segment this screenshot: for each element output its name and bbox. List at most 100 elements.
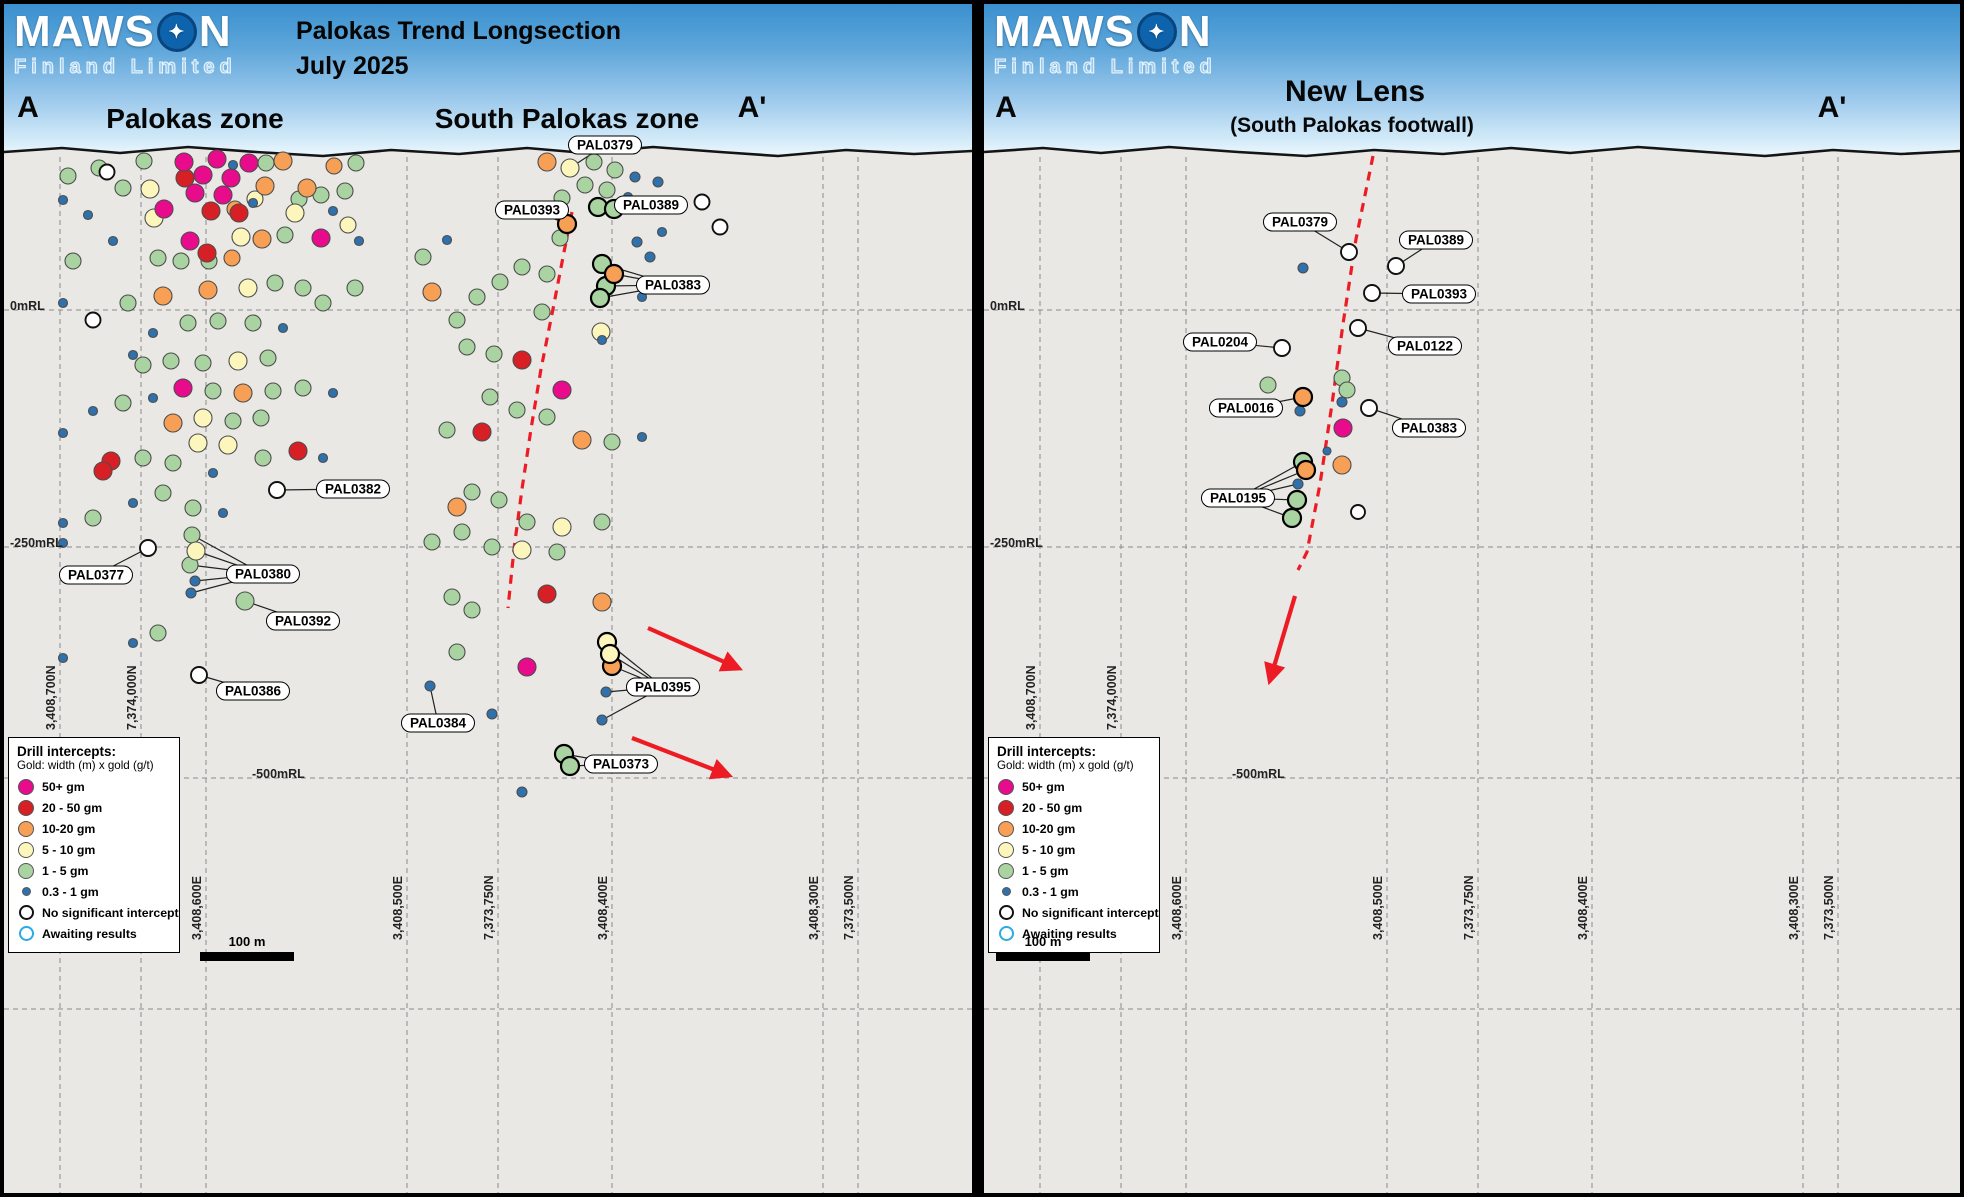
drill-intercept-g5 [512,540,532,560]
legend-item-label: 1 - 5 gm [42,863,89,878]
logo-text-end: N [1178,7,1212,56]
drill-intercept-g1 [490,491,508,509]
drill-intercept-g1 [209,312,227,330]
drill-intercept-g1 [533,303,551,321]
drill-intercept-g50 [173,378,193,398]
legend-item: 10-20 gm [997,818,1154,839]
drill-intercept-g5 [560,158,580,178]
legend-item-label: No significant intercept [42,905,179,920]
legend-item: No significant intercept [997,902,1159,923]
drill-intercept-g1 [135,152,153,170]
drill-intercept-g03 [441,234,453,246]
drill-intercept-nsi [1387,257,1405,275]
drill-intercept-g1 [538,265,556,283]
drill-intercept-g10 [233,383,253,403]
drill-intercept-g1 [164,454,182,472]
drill-intercept-g20 [512,350,532,370]
legend-item: Awaiting results [997,923,1154,944]
elevation-label: 0mRL [10,299,45,313]
coordinate-label: 3,408,600E [190,876,204,940]
figure-title: Palokas Trend Longsection July 2025 [296,14,621,84]
drillhole-label: PAL0377 [58,565,134,585]
drill-intercept-g1 [538,408,556,426]
zone-label: A [17,91,39,124]
drill-intercept-g10 [537,152,557,172]
legend-item: 0.3 - 1 gm [17,881,174,902]
scale-bar: 100 m [200,934,294,961]
drillhole-label: PAL0384 [400,713,476,733]
drill-intercept-g1 [294,379,312,397]
drill-intercept-g03 [127,349,139,361]
compass-star-glyph: ✦ [168,21,186,43]
drillhole-label: PAL0379 [1262,212,1338,232]
drill-intercept-g1 [559,755,581,777]
legend-item: 0.3 - 1 gm [997,881,1154,902]
drillhole-label: PAL0016 [1208,398,1284,418]
legend-item: 5 - 10 gm [17,839,174,860]
drill-intercept-g1 [448,643,466,661]
coordinate-label: 3,408,300E [807,876,821,940]
legend-icon-g1 [17,862,35,879]
drill-intercept-g5 [188,433,208,453]
drill-intercept-g03 [127,637,139,649]
legend-item-label: 20 - 50 gm [1022,800,1083,815]
logo-text-start: MAWS [994,7,1135,56]
drill-intercept-g03 [57,652,69,664]
legend-box: Drill intercepts: Gold: width (m) x gold… [988,737,1160,953]
panel-palokas-trend: MAWS ✦ N Finland Limited Palokas Trend Lon… [4,4,972,1193]
legend-item: 50+ gm [17,776,174,797]
drill-intercept-g1 [485,345,503,363]
legend-item: 5 - 10 gm [997,839,1154,860]
drillhole-label: PAL0379 [567,135,643,155]
drill-intercept-g1 [606,161,624,179]
drill-intercept-g1 [59,167,77,185]
drill-intercept-g10 [1295,459,1317,481]
zone-label: A [995,91,1017,124]
drill-intercept-g1 [154,484,172,502]
drill-intercept-g1 [1338,381,1356,399]
zone-label: South Palokas zone [434,103,700,134]
drill-intercept-g1 [259,349,277,367]
drill-intercept-g03 [207,467,219,479]
mawson-wordmark: MAWS ✦ N [14,10,237,54]
coordinate-label: 3,408,300E [1787,876,1801,940]
drill-intercept-g1 [548,543,566,561]
drill-intercept-g10 [255,176,275,196]
drill-intercept-g03 [57,297,69,309]
logo-text-start: MAWS [14,7,155,56]
drill-intercept-g5 [599,643,621,665]
drillhole-label: PAL0380 [225,564,301,584]
drill-intercept-g5 [193,408,213,428]
drill-intercept-g03 [127,497,139,509]
drill-intercept-g1 [603,433,621,451]
drill-intercept-g1 [576,176,594,194]
legend-item: 1 - 5 gm [17,860,174,881]
drill-intercept-g1 [276,226,294,244]
drill-intercept-g10 [447,497,467,517]
elevation-label: -250mRL [10,536,63,550]
drill-intercept-g03 [652,176,664,188]
legend-title: Drill intercepts: [17,744,117,759]
scale-bar-rule [996,952,1090,961]
drill-intercept-g20 [288,441,308,461]
drill-intercept-g1 [1259,376,1277,394]
drill-intercept-g1 [184,499,202,517]
drill-intercept-g50 [154,199,174,219]
drill-intercept-g1 [224,412,242,430]
drill-intercept-nsi [1273,339,1291,357]
drill-intercept-g10 [297,178,317,198]
drill-intercept-g03 [327,205,339,217]
drill-intercept-g03 [516,786,528,798]
legend-item-label: 50+ gm [1022,779,1065,794]
drill-intercept-g1 [491,273,509,291]
drillhole-label: PAL0393 [1401,284,1477,304]
drill-intercept-g5 [339,216,357,234]
coordinate-label: 7,374,000N [125,665,139,730]
drill-intercept-g1 [593,513,611,531]
drill-intercept-g10 [198,280,218,300]
drill-intercept-g1 [1286,489,1308,511]
plunge-arrow [1264,595,1298,686]
drillhole-label: PAL0382 [315,479,391,499]
coordinate-label: 3,408,500E [391,876,405,940]
legend-dot-g10 [998,820,1014,837]
